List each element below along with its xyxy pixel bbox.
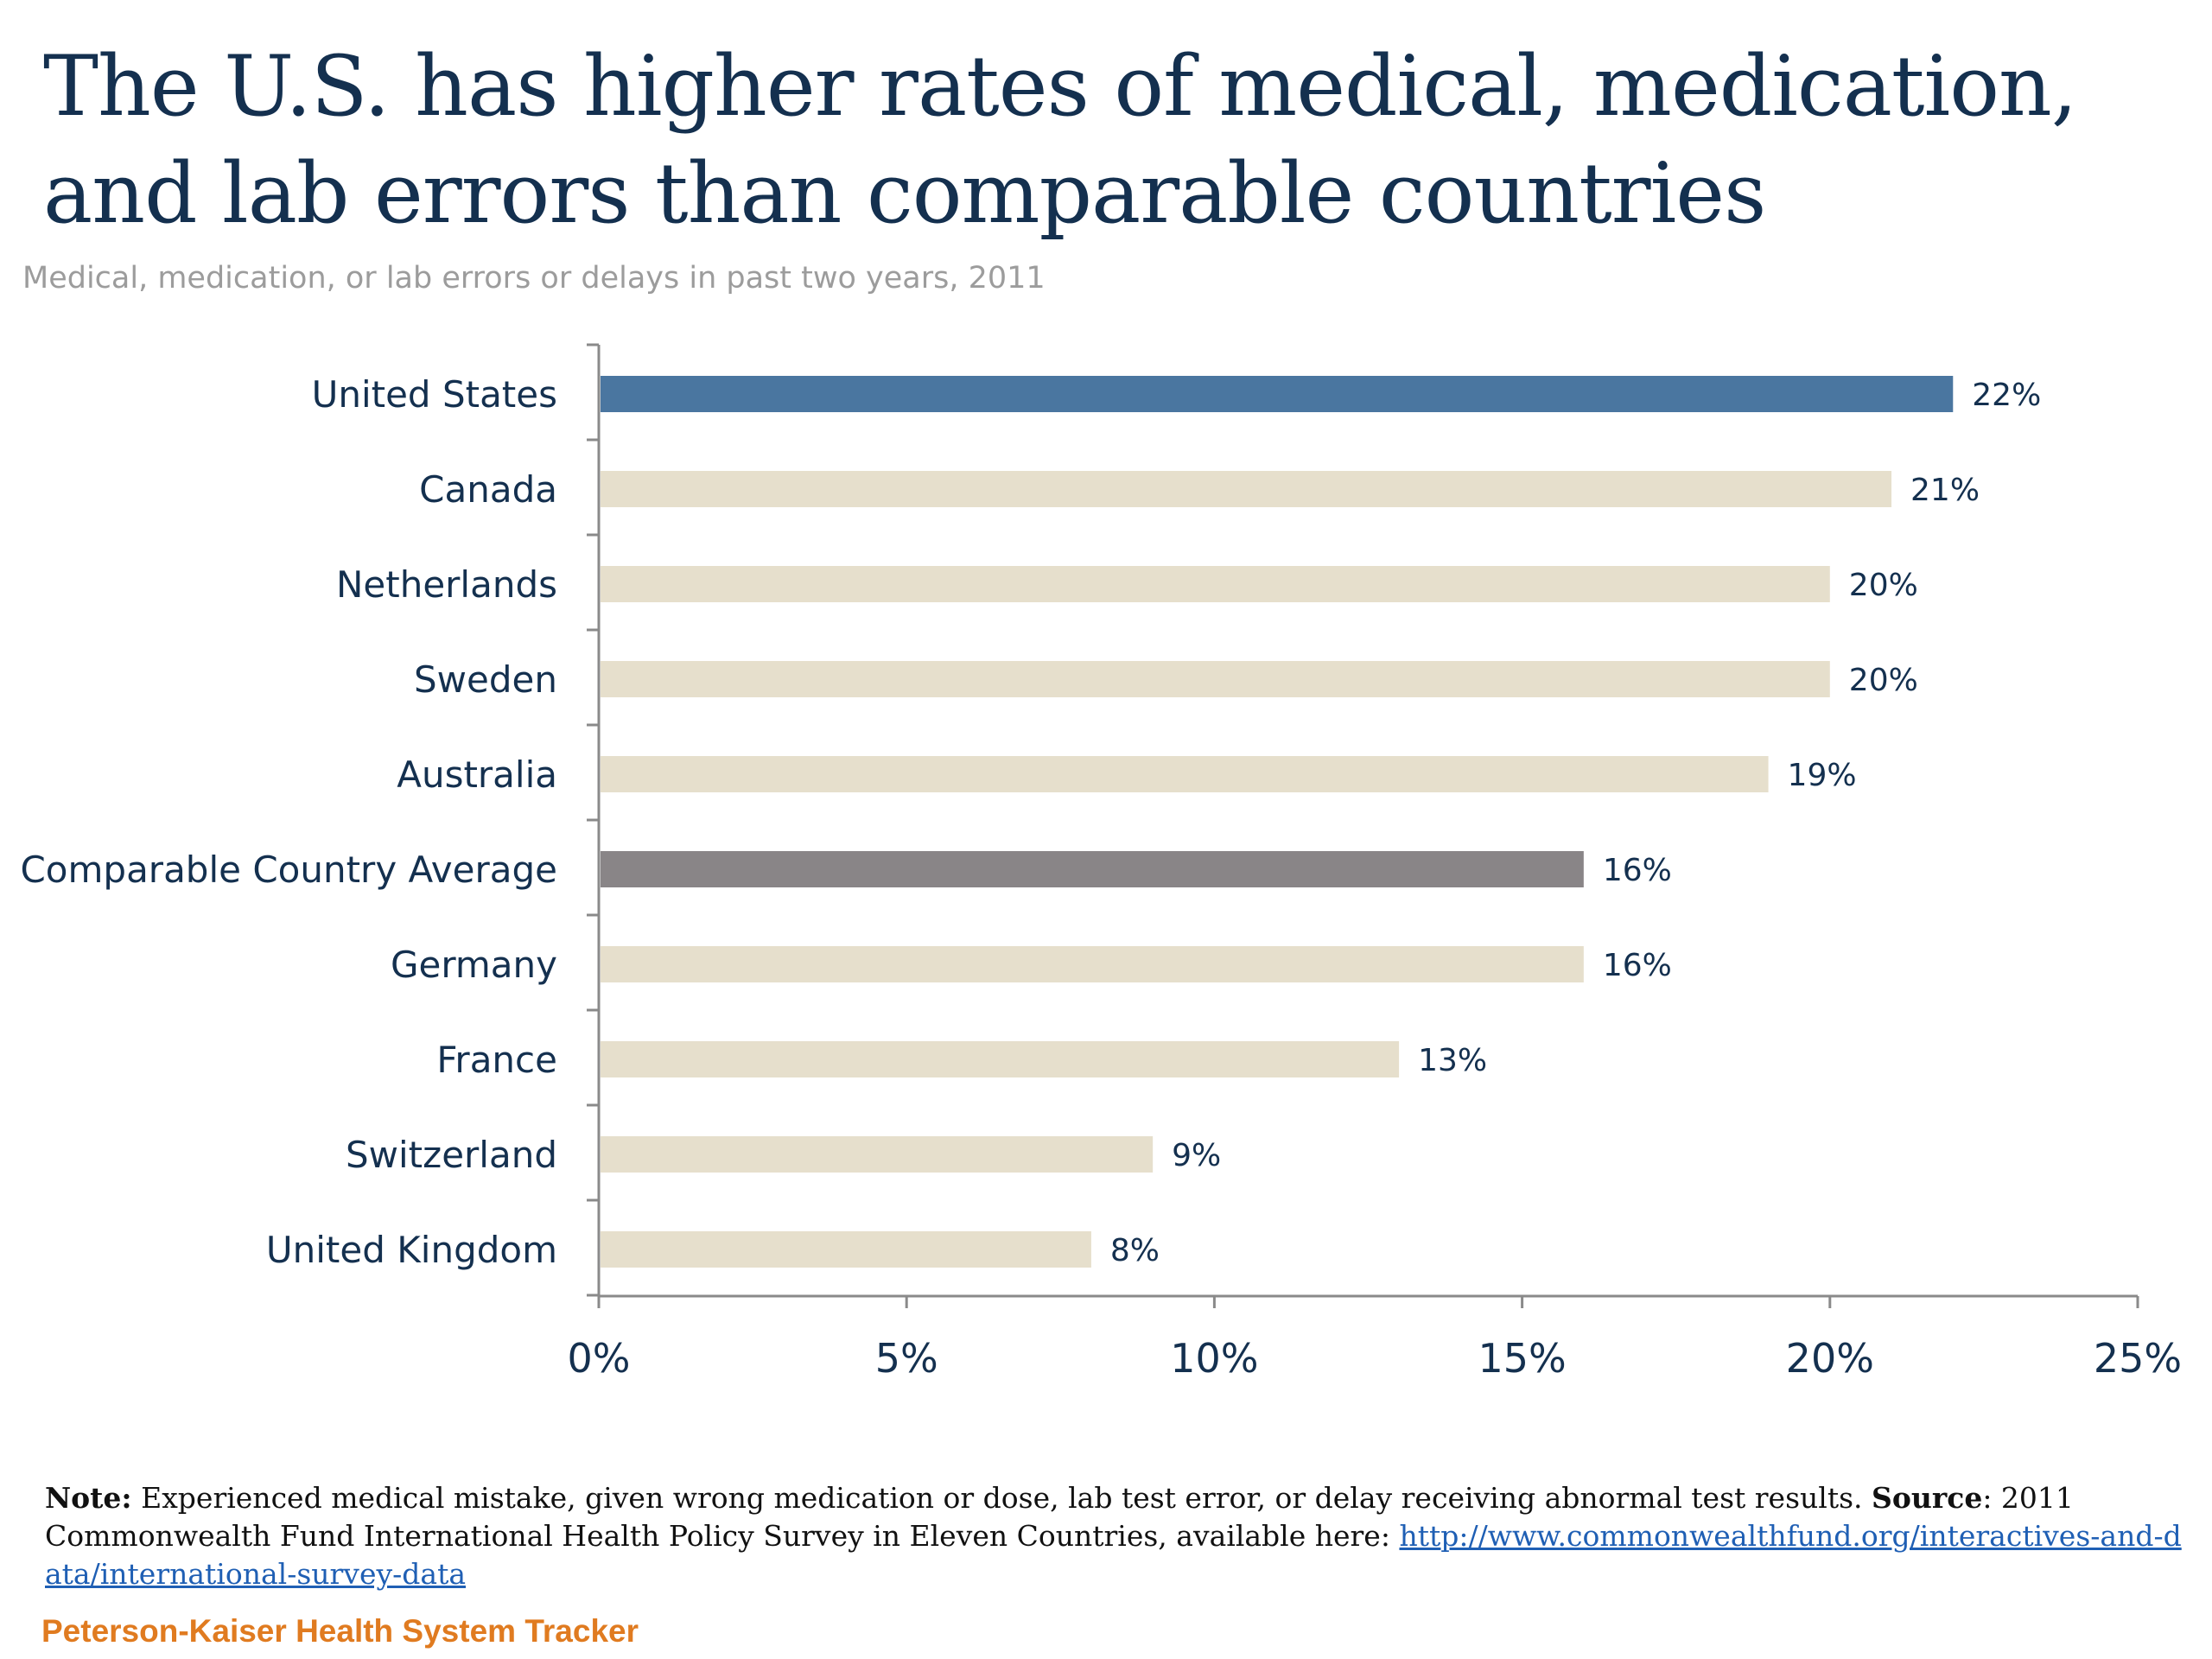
bar (601, 851, 1584, 887)
x-tick-label: 25% (2094, 1335, 2182, 1382)
data-label: 19% (1788, 758, 1857, 793)
data-label: 16% (1603, 853, 1672, 888)
data-label: 21% (1910, 473, 1980, 508)
source-label: Source (1872, 1481, 1983, 1515)
bar (601, 1041, 1400, 1077)
x-tick-label: 5% (875, 1335, 938, 1382)
chart-labels: 0% 5% 10% 15% 20% 25% United States 22% Canada 21… (20, 373, 2182, 1382)
data-label: 13% (1418, 1043, 1487, 1078)
source-link[interactable]: http://www.commonwealthfund.org/interact… (45, 1519, 2182, 1591)
bar (601, 946, 1584, 982)
category-label: Switzerland (346, 1134, 557, 1176)
data-label: 16% (1603, 948, 1672, 983)
data-label: 22% (1972, 378, 2041, 413)
bar (601, 566, 1830, 602)
bar (601, 1136, 1154, 1173)
category-label: United States (312, 373, 557, 416)
category-label: France (436, 1039, 557, 1081)
source-text: : 2011 Commonwealth Fund International H… (45, 1481, 2074, 1553)
brand-footer: Peterson-Kaiser Health System Tracker (41, 1613, 639, 1649)
category-label: Australia (397, 753, 557, 796)
data-label: 20% (1849, 568, 1918, 603)
x-tick-label: 0% (568, 1335, 631, 1382)
footnote: Note: Experienced medical mistake, given… (45, 1479, 2188, 1593)
category-label: United Kingdom (266, 1229, 557, 1271)
data-label: 8% (1110, 1233, 1160, 1268)
category-label: Canada (419, 468, 557, 511)
category-label: Sweden (414, 658, 557, 701)
note-text: Experienced medical mistake, given wrong… (131, 1481, 1872, 1515)
bar-chart: 0% 5% 10% 15% 20% 25% United States 22% Canada 21… (20, 343, 2182, 1382)
chart-axes (587, 343, 2139, 1308)
category-label: Germany (391, 944, 557, 986)
x-tick-label: 10% (1170, 1335, 1258, 1382)
category-label: Comparable Country Average (20, 849, 557, 891)
chart-subtitle: Medical, medication, or lab errors or de… (22, 261, 1046, 296)
chart-title: The U.S. has higher rates of medical, me… (43, 38, 2077, 242)
category-label: Netherlands (336, 563, 557, 606)
data-label: 9% (1172, 1138, 1221, 1173)
data-label: 20% (1849, 663, 1918, 698)
bar (601, 471, 1892, 507)
x-tick-label: 20% (1786, 1335, 1874, 1382)
note-label: Note: (45, 1481, 132, 1515)
bar (601, 1231, 1091, 1268)
bar (601, 661, 1830, 697)
bar (601, 376, 1954, 412)
x-tick-label: 15% (1478, 1335, 1566, 1382)
chart-bars (601, 376, 1954, 1268)
bar (601, 756, 1769, 792)
